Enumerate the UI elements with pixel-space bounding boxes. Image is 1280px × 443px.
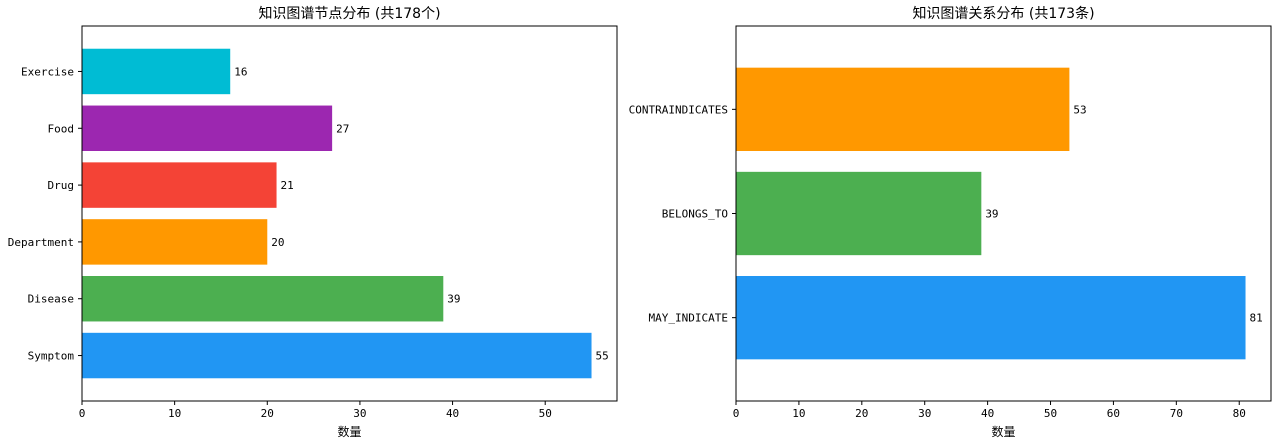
bar-may-indicate — [736, 276, 1246, 360]
bar-department — [82, 219, 268, 265]
x-tick-label: 40 — [446, 407, 459, 420]
x-tick-label: 10 — [792, 407, 805, 420]
x-tick-label: 30 — [353, 407, 366, 420]
value-label: 39 — [447, 293, 460, 306]
x-tick-label: 80 — [1233, 407, 1246, 420]
y-tick-label: Exercise — [21, 65, 74, 78]
plot-frame — [81, 25, 618, 402]
value-label: 39 — [985, 208, 998, 221]
chart-title: 知识图谱关系分布 (共173条) — [912, 5, 1094, 22]
x-tick-label: 10 — [168, 407, 181, 420]
value-label: 81 — [1250, 312, 1263, 325]
bar-symptom — [82, 332, 592, 379]
bar-food — [82, 105, 333, 151]
value-label: 55 — [596, 350, 609, 363]
y-tick-label: Food — [48, 122, 75, 135]
value-label: 53 — [1073, 103, 1086, 116]
value-label: 27 — [336, 122, 349, 135]
y-tick-label: BELONGS_TO — [662, 208, 728, 221]
node-distribution-chart: 知识图谱节点分布 (共178个) 55 Symptom 39 Disease 20 Depa… — [8, 5, 618, 439]
bar-belongs-to — [736, 171, 982, 256]
plot-frame — [735, 25, 1272, 402]
x-tick-label: 60 — [1107, 407, 1120, 420]
x-tick-label: 30 — [918, 407, 931, 420]
bar-drug — [82, 162, 277, 208]
bar-disease — [82, 276, 444, 322]
x-axis-label: 数量 — [991, 424, 1015, 439]
y-tick-label: Department — [8, 236, 74, 249]
value-label: 16 — [234, 65, 247, 78]
value-label: 21 — [281, 179, 294, 192]
y-tick-label: Drug — [48, 179, 75, 192]
relation-distribution-chart: 知识图谱关系分布 (共173条) 81 MAY_INDICATE 39 BELONGS_… — [629, 5, 1272, 439]
y-tick-label: CONTRAINDICATES — [629, 103, 728, 116]
x-axis-label: 数量 — [337, 424, 361, 439]
x-tick-label: 20 — [855, 407, 868, 420]
chart-title: 知识图谱节点分布 (共178个) — [258, 5, 440, 22]
y-tick-label: MAY_INDICATE — [649, 312, 728, 325]
x-tick-label: 70 — [1170, 407, 1183, 420]
x-tick-label: 50 — [539, 407, 552, 420]
x-tick-label: 0 — [733, 407, 740, 420]
x-tick-label: 50 — [1044, 407, 1057, 420]
y-tick-label: Symptom — [28, 350, 75, 363]
bar-exercise — [82, 48, 231, 95]
x-tick-label: 0 — [79, 407, 86, 420]
y-tick-label: Disease — [28, 293, 74, 306]
x-tick-label: 40 — [981, 407, 994, 420]
bar-contraindicates — [736, 67, 1070, 151]
x-tick-label: 20 — [261, 407, 274, 420]
value-label: 20 — [271, 236, 284, 249]
